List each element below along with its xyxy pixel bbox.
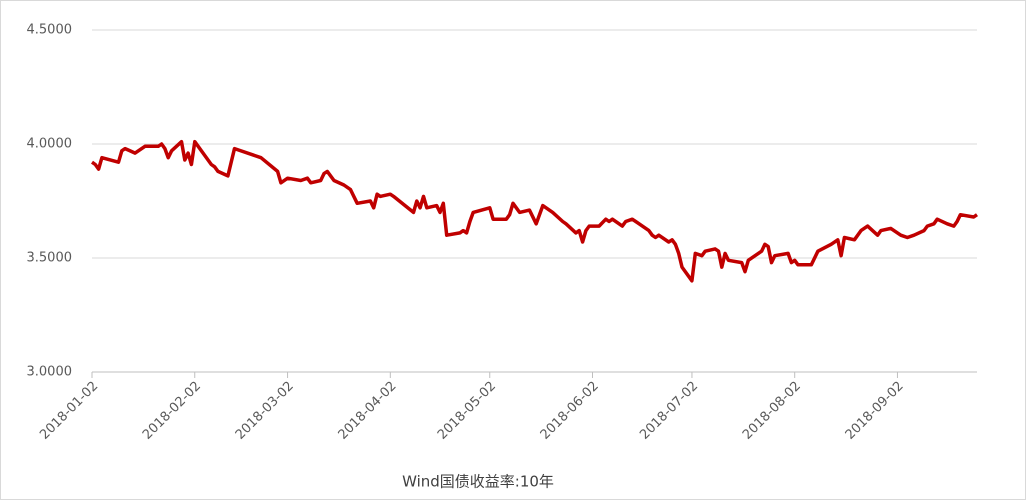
x-tick-label: 2018-06-02 [538, 379, 602, 443]
series-line [90, 139, 979, 283]
x-tick-label: 2018-04-02 [336, 379, 400, 443]
y-tick-label: 4.0000 [27, 137, 73, 152]
y-tick-label: 3.0000 [27, 365, 73, 380]
y-tick-label: 4.5000 [27, 23, 73, 38]
x-tick-label: 2018-03-02 [233, 379, 297, 443]
y-tick-label: 3.5000 [27, 251, 73, 266]
x-tick-label: 2018-02-02 [140, 379, 204, 443]
x-tick-label: 2018-05-02 [435, 379, 499, 443]
x-tick-label: 2018-09-02 [843, 379, 907, 443]
x-tick-label: 2018-01-02 [37, 379, 101, 443]
x-tick-label: 2018-07-02 [637, 379, 701, 443]
legend-label: Wind国债收益率:10年 [402, 473, 554, 491]
x-tick-label: 2018-08-02 [740, 379, 804, 443]
